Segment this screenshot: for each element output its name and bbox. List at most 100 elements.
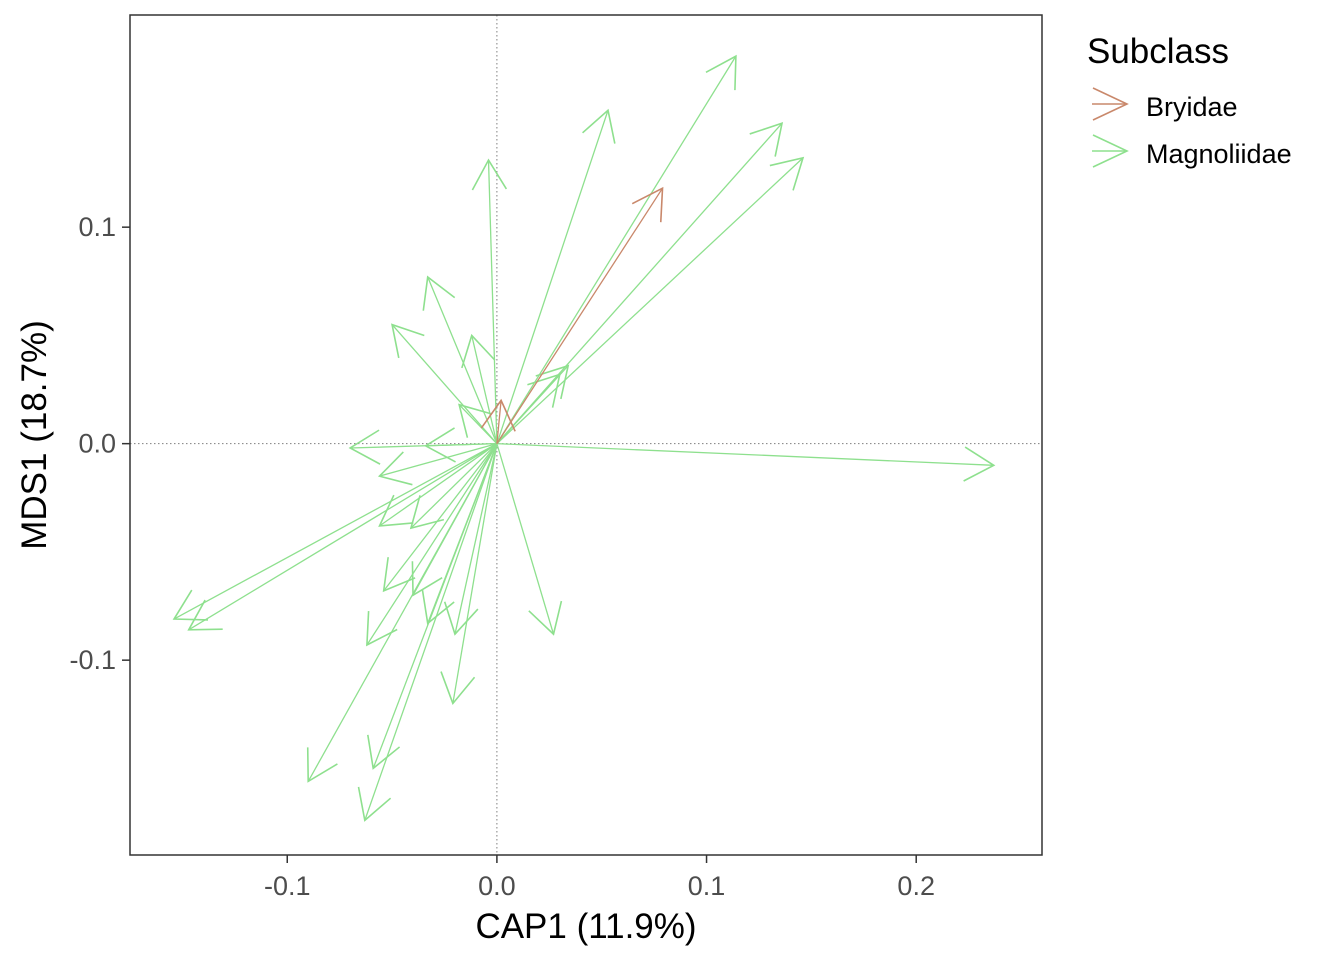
arrow-magnoliidae-21-head [411, 561, 443, 597]
arrow-bryidae-2 [480, 398, 516, 444]
arrow-magnoliidae-24-head [443, 601, 479, 636]
arrow-magnoliidae-6-shaft [427, 276, 498, 444]
arrow-magnoliidae-10 [496, 373, 561, 445]
arrow-magnoliidae-16-head [172, 589, 209, 621]
arrow-magnoliidae-6-head [422, 275, 456, 311]
plot-panel [129, 14, 1043, 856]
legend-key-bryidae-arrow-icon [1092, 87, 1129, 121]
legend: Subclass Bryidae Magnoliidae [1087, 32, 1292, 169]
panel-border [129, 14, 1043, 856]
y-tick-label: 0.1 [78, 212, 116, 242]
panel-background [130, 15, 1042, 855]
arrow-bryidae-1 [496, 186, 664, 445]
arrows-layer [172, 54, 996, 822]
arrow-magnoliidae-5-head [471, 158, 508, 191]
y-axis-title: MDS1 (18.7%) [15, 320, 54, 550]
x-tick-label: 0.1 [688, 871, 726, 901]
arrow-magnoliidae-7-head [391, 323, 425, 359]
arrow-magnoliidae-12-shaft [496, 443, 994, 466]
arrow-magnoliidae-14-shaft [425, 443, 497, 447]
arrow-magnoliidae-28 [367, 443, 498, 770]
legend-key-magnoliidae-head [1092, 134, 1129, 168]
arrow-magnoliidae-13-head [348, 429, 381, 465]
arrow-magnoliidae-11 [458, 403, 498, 445]
arrow-magnoliidae-24-shaft [454, 443, 498, 635]
arrow-magnoliidae-27 [306, 443, 498, 783]
arrow-magnoliidae-22 [366, 443, 498, 647]
y-axis: 0.1 0.0 -0.1 [69, 212, 130, 675]
arrow-magnoliidae-20-shaft [383, 443, 498, 592]
arrow-magnoliidae-28-head [367, 734, 401, 770]
arrow-magnoliidae-29-head [357, 786, 392, 822]
legend-label-bryidae: Bryidae [1146, 92, 1238, 122]
legend-label-magnoliidae: Magnoliidae [1146, 139, 1292, 169]
arrow-magnoliidae-3-shaft [496, 122, 783, 445]
arrow-magnoliidae-9-head [535, 364, 570, 400]
arrow-magnoliidae-26-head [440, 671, 476, 706]
arrow-magnoliidae-22-shaft [366, 443, 498, 646]
arrow-magnoliidae-15 [377, 443, 498, 486]
arrow-magnoliidae-19 [409, 443, 498, 530]
arrow-magnoliidae-8 [461, 333, 498, 444]
arrow-magnoliidae-4 [496, 156, 805, 445]
arrow-magnoliidae-27-shaft [307, 443, 498, 782]
arrow-magnoliidae-1-head [705, 54, 737, 91]
arrow-magnoliidae-1-shaft [496, 55, 737, 445]
arrow-magnoliidae-20-head [382, 557, 416, 593]
arrow-magnoliidae-8-head [461, 333, 496, 369]
arrow-magnoliidae-19-head [409, 495, 445, 530]
arrow-magnoliidae-18-shaft [379, 443, 498, 527]
legend-item-magnoliidae: Magnoliidae [1092, 134, 1292, 169]
legend-key-bryidae-head [1092, 87, 1129, 121]
arrow-bryidae-1-head [631, 186, 664, 223]
arrow-magnoliidae-26-shaft [452, 443, 498, 704]
arrow-magnoliidae-10-shaft [496, 373, 561, 445]
arrow-magnoliidae-19-shaft [410, 443, 498, 529]
arrow-magnoliidae-18-head [378, 494, 414, 527]
arrow-magnoliidae-27-head [306, 747, 338, 783]
arrow-magnoliidae-5 [471, 158, 508, 444]
arrow-magnoliidae-3-head [749, 122, 784, 157]
arrow-magnoliidae-4-head [769, 156, 805, 191]
arrow-magnoliidae-7-shaft [391, 324, 498, 445]
arrow-magnoliidae-11-head [458, 403, 493, 438]
arrow-magnoliidae-14 [424, 427, 497, 463]
arrow-magnoliidae-2-shaft [496, 110, 609, 444]
arrow-magnoliidae-15-shaft [379, 443, 498, 477]
arrow-magnoliidae-8-shaft [471, 335, 498, 444]
arrow-magnoliidae-3 [496, 122, 784, 445]
arrow-magnoliidae-25-head [528, 600, 563, 636]
legend-key-magnoliidae-arrow-icon [1092, 134, 1129, 168]
arrow-magnoliidae-17-shaft [188, 443, 498, 631]
arrow-magnoliidae-16-shaft [173, 443, 498, 620]
arrow-magnoliidae-12 [496, 443, 996, 482]
arrow-magnoliidae-28-shaft [372, 443, 498, 769]
arrow-magnoliidae-10-head [527, 373, 561, 408]
legend-title: Subclass [1087, 32, 1229, 71]
x-tick-label: 0.0 [478, 871, 516, 901]
arrow-magnoliidae-22-head [366, 611, 398, 647]
legend-item-bryidae: Bryidae [1092, 87, 1238, 122]
arrow-magnoliidae-4-shaft [496, 157, 804, 445]
arrow-magnoliidae-29-shaft [364, 443, 498, 821]
arrow-magnoliidae-25 [496, 443, 563, 636]
arrow-magnoliidae-18 [378, 443, 498, 527]
arrow-magnoliidae-11-shaft [458, 404, 498, 445]
arrow-magnoliidae-2 [496, 108, 616, 444]
arrow-magnoliidae-15-head [377, 451, 413, 486]
arrow-bryidae-2-shaft [496, 400, 502, 444]
arrow-magnoliidae-1 [496, 54, 737, 445]
arrow-magnoliidae-17 [187, 443, 498, 631]
y-tick-label: -0.1 [69, 645, 116, 675]
arrow-magnoliidae-17-head [187, 599, 223, 631]
arrow-bryidae-1-shaft [496, 187, 664, 445]
x-axis-title: CAP1 (11.9%) [475, 907, 696, 946]
arrow-magnoliidae-2-head [582, 108, 616, 144]
arrow-bryidae-2-head [480, 398, 516, 432]
y-tick-label: 0.0 [78, 429, 116, 459]
x-tick-label: 0.2 [897, 871, 935, 901]
arrow-magnoliidae-26 [440, 443, 498, 706]
arrow-magnoliidae-24 [443, 443, 498, 636]
arrow-magnoliidae-5-shaft [487, 160, 498, 444]
x-tick-label: -0.1 [264, 871, 311, 901]
